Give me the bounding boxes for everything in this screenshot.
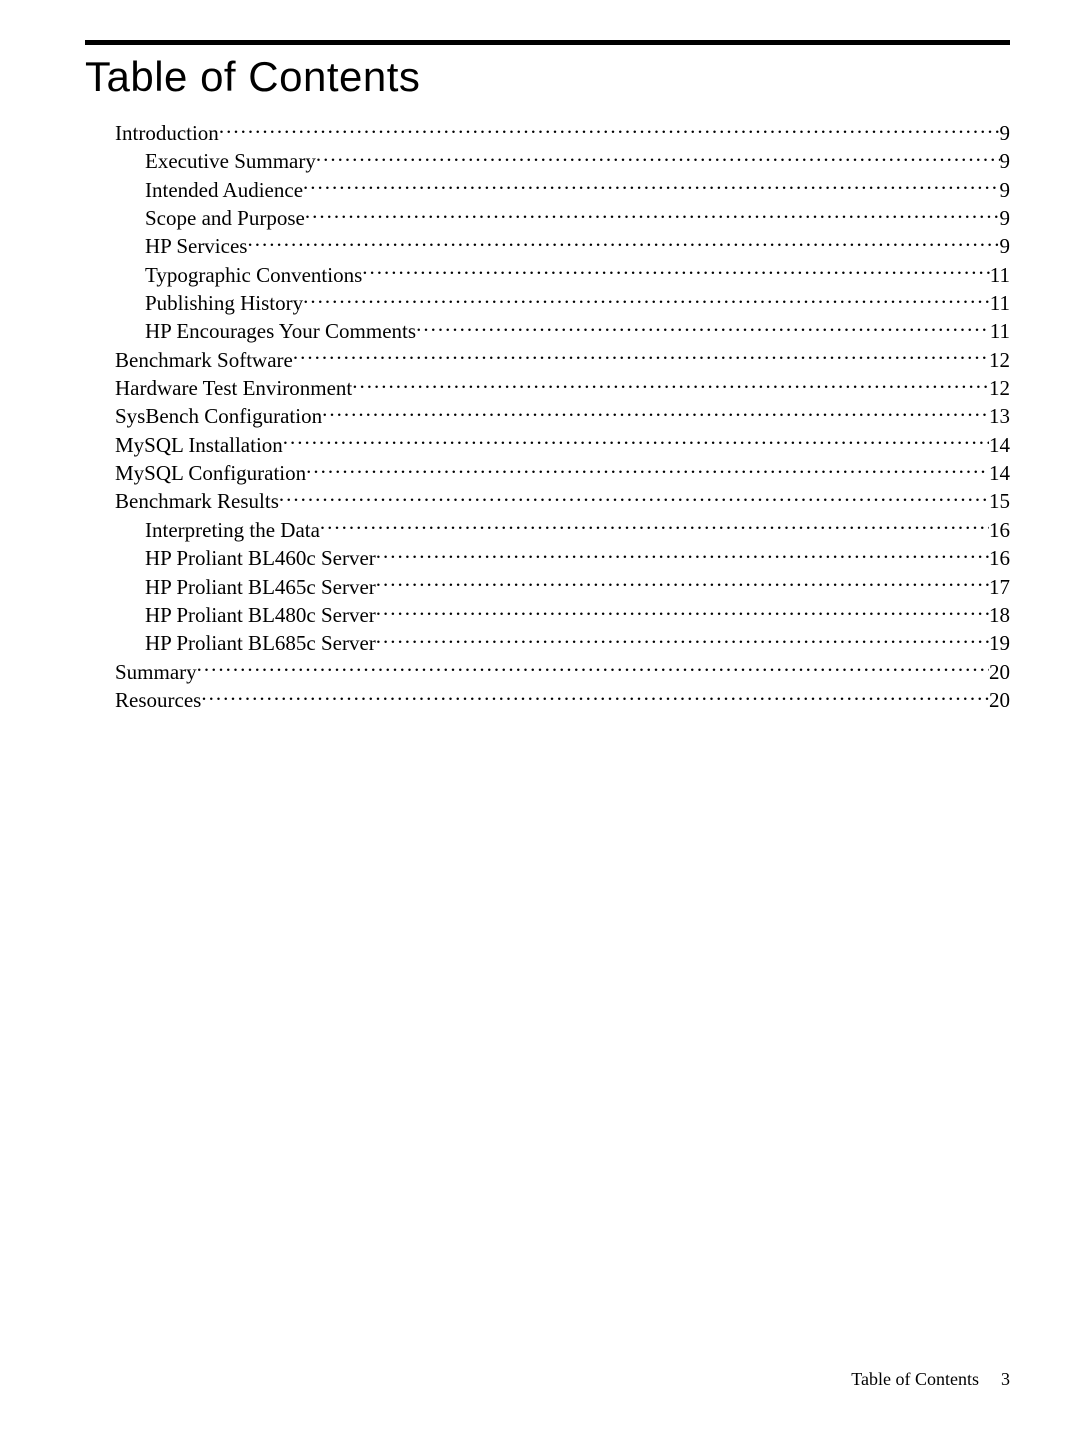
toc-list: Introduction9Executive Summary9Intended … bbox=[85, 119, 1010, 714]
toc-entry-page: 11 bbox=[990, 261, 1010, 289]
toc-row: Interpreting the Data 16 bbox=[85, 516, 1010, 544]
toc-leader-dots bbox=[293, 346, 989, 367]
toc-entry-page: 17 bbox=[989, 573, 1010, 601]
toc-leader-dots bbox=[320, 516, 989, 537]
page: Table of Contents Introduction9Executive… bbox=[0, 0, 1080, 1438]
toc-entry-label: HP Proliant BL465c Server bbox=[145, 573, 376, 601]
toc-row: MySQL Configuration 14 bbox=[85, 459, 1010, 487]
toc-row: Summary 20 bbox=[85, 658, 1010, 686]
toc-row: Intended Audience 9 bbox=[85, 176, 1010, 204]
toc-entry-label: Typographic Conventions bbox=[145, 261, 362, 289]
toc-row: Typographic Conventions 11 bbox=[85, 261, 1010, 289]
toc-entry-label: MySQL Configuration bbox=[115, 459, 306, 487]
toc-entry-label: Hardware Test Environment bbox=[115, 374, 352, 402]
top-rule bbox=[85, 40, 1010, 45]
toc-entry-label: HP Services bbox=[145, 232, 247, 260]
toc-entry-label: Interpreting the Data bbox=[145, 516, 320, 544]
toc-leader-dots bbox=[303, 289, 990, 310]
toc-leader-dots bbox=[219, 119, 1000, 140]
page-footer: Table of Contents 3 bbox=[851, 1369, 1010, 1390]
toc-entry-page: 20 bbox=[989, 686, 1010, 714]
toc-row: HP Proliant BL465c Server 17 bbox=[85, 573, 1010, 601]
toc-leader-dots bbox=[303, 176, 999, 197]
toc-entry-label: HP Proliant BL460c Server bbox=[145, 544, 376, 572]
toc-entry-page: 14 bbox=[989, 459, 1010, 487]
toc-entry-label: Summary bbox=[115, 658, 197, 686]
toc-entry-page: 16 bbox=[989, 544, 1010, 572]
toc-row: HP Proliant BL480c Server 18 bbox=[85, 601, 1010, 629]
toc-entry-label: HP Encourages Your Comments bbox=[145, 317, 416, 345]
toc-entry-page: 12 bbox=[989, 374, 1010, 402]
toc-row: Executive Summary 9 bbox=[85, 147, 1010, 175]
toc-leader-dots bbox=[322, 402, 989, 423]
toc-leader-dots bbox=[283, 431, 989, 452]
toc-entry-label: Publishing History bbox=[145, 289, 303, 317]
toc-leader-dots bbox=[201, 686, 989, 707]
toc-row: HP Proliant BL460c Server 16 bbox=[85, 544, 1010, 572]
toc-entry-page: 9 bbox=[1000, 204, 1011, 232]
toc-entry-page: 9 bbox=[1000, 232, 1011, 260]
toc-row: HP Encourages Your Comments 11 bbox=[85, 317, 1010, 345]
toc-entry-page: 20 bbox=[989, 658, 1010, 686]
toc-entry-page: 11 bbox=[990, 289, 1010, 317]
toc-leader-dots bbox=[416, 317, 990, 338]
toc-entry-label: Resources bbox=[115, 686, 201, 714]
toc-row: Publishing History 11 bbox=[85, 289, 1010, 317]
footer-page-number: 3 bbox=[1001, 1369, 1010, 1390]
toc-entry-label: Benchmark Results bbox=[115, 487, 279, 515]
toc-row: SysBench Configuration 13 bbox=[85, 402, 1010, 430]
toc-row: HP Proliant BL685c Server 19 bbox=[85, 629, 1010, 657]
toc-entry-page: 19 bbox=[989, 629, 1010, 657]
toc-entry-label: SysBench Configuration bbox=[115, 402, 322, 430]
toc-leader-dots bbox=[376, 573, 989, 594]
toc-leader-dots bbox=[316, 147, 1000, 168]
toc-row: MySQL Installation 14 bbox=[85, 431, 1010, 459]
toc-entry-page: 14 bbox=[989, 431, 1010, 459]
toc-leader-dots bbox=[279, 487, 989, 508]
toc-entry-label: HP Proliant BL480c Server bbox=[145, 601, 376, 629]
toc-leader-dots bbox=[376, 629, 989, 650]
toc-entry-label: Scope and Purpose bbox=[145, 204, 305, 232]
toc-entry-label: Intended Audience bbox=[145, 176, 303, 204]
toc-entry-page: 9 bbox=[1000, 147, 1011, 175]
toc-entry-label: HP Proliant BL685c Server bbox=[145, 629, 376, 657]
toc-entry-page: 13 bbox=[989, 402, 1010, 430]
page-title: Table of Contents bbox=[85, 53, 1010, 101]
toc-leader-dots bbox=[247, 232, 999, 253]
toc-leader-dots bbox=[352, 374, 989, 395]
toc-leader-dots bbox=[376, 544, 989, 565]
toc-leader-dots bbox=[197, 658, 989, 679]
toc-leader-dots bbox=[305, 204, 1000, 225]
toc-entry-label: Benchmark Software bbox=[115, 346, 293, 374]
toc-leader-dots bbox=[376, 601, 989, 622]
toc-row: Scope and Purpose 9 bbox=[85, 204, 1010, 232]
toc-entry-page: 18 bbox=[989, 601, 1010, 629]
toc-row: Benchmark Results 15 bbox=[85, 487, 1010, 515]
toc-row: Resources 20 bbox=[85, 686, 1010, 714]
toc-entry-page: 9 bbox=[1000, 176, 1011, 204]
toc-row: Benchmark Software 12 bbox=[85, 346, 1010, 374]
toc-entry-label: MySQL Installation bbox=[115, 431, 283, 459]
toc-row: HP Services 9 bbox=[85, 232, 1010, 260]
toc-leader-dots bbox=[362, 261, 990, 282]
toc-leader-dots bbox=[306, 459, 989, 480]
toc-row: Introduction 9 bbox=[85, 119, 1010, 147]
toc-entry-page: 15 bbox=[989, 487, 1010, 515]
footer-label: Table of Contents bbox=[851, 1369, 979, 1390]
toc-entry-page: 16 bbox=[989, 516, 1010, 544]
toc-row: Hardware Test Environment 12 bbox=[85, 374, 1010, 402]
toc-entry-page: 12 bbox=[989, 346, 1010, 374]
toc-entry-page: 11 bbox=[990, 317, 1010, 345]
toc-entry-label: Introduction bbox=[115, 119, 219, 147]
toc-entry-page: 9 bbox=[1000, 119, 1011, 147]
toc-entry-label: Executive Summary bbox=[145, 147, 316, 175]
